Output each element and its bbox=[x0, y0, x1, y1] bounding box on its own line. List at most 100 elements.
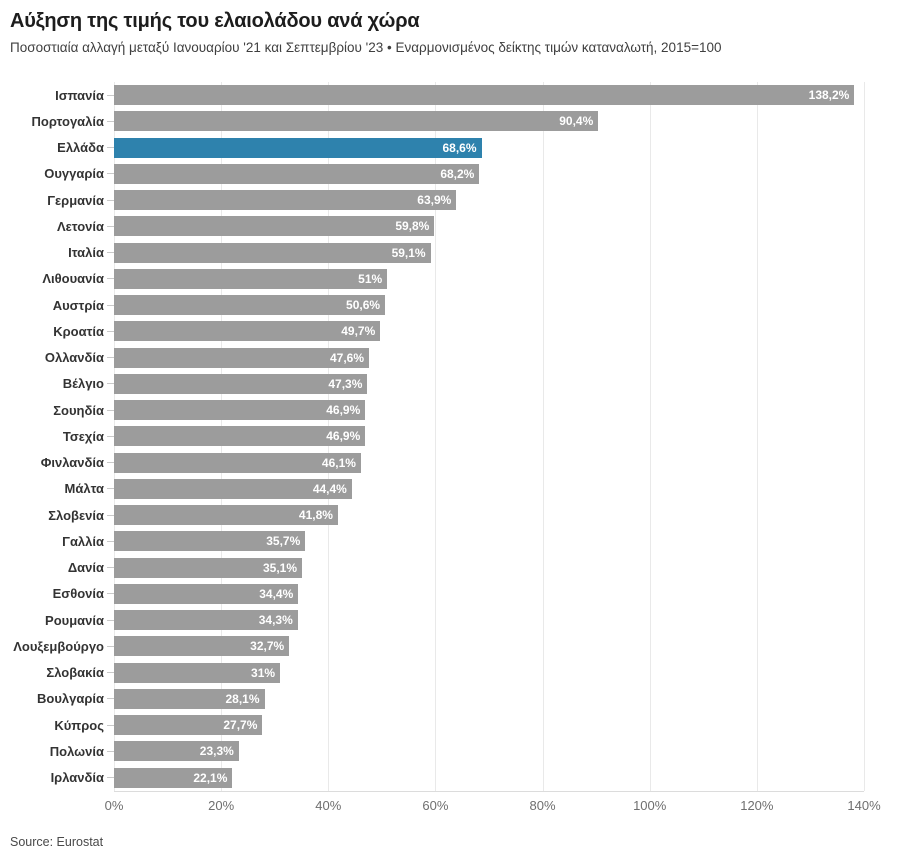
bar-value-label: 47,6% bbox=[329, 350, 364, 365]
category-label: Πολωνία bbox=[49, 743, 104, 759]
x-tick-label: 100% bbox=[633, 797, 667, 813]
tick-dash bbox=[106, 252, 114, 254]
bar-value-label: 22,1% bbox=[193, 770, 228, 785]
chart-title: Αύξηση της τιμής του ελαιολάδου ανά χώρα bbox=[10, 10, 420, 32]
category-label: Ρουμανία bbox=[45, 612, 104, 628]
bar-track: 41,8% bbox=[114, 505, 864, 526]
bar-row: Σλοβενία 41,8% bbox=[10, 502, 888, 528]
label-tick bbox=[106, 397, 114, 423]
tick-dash bbox=[106, 147, 114, 149]
bar-value-label: 32,7% bbox=[250, 639, 285, 654]
category-label: Λουξεμβούργο bbox=[13, 638, 104, 654]
bar: 34,4% bbox=[114, 583, 299, 604]
bar: 44,4% bbox=[114, 478, 352, 499]
bar-track: 46,1% bbox=[114, 452, 864, 473]
bar-value-label: 90,4% bbox=[559, 114, 594, 129]
bar-value-label: 46,1% bbox=[321, 455, 356, 470]
bar: 47,3% bbox=[114, 373, 368, 394]
tick-dash bbox=[106, 383, 114, 385]
label-tick bbox=[106, 660, 114, 686]
bar-track: 46,9% bbox=[114, 426, 864, 447]
category-label: Γερμανία bbox=[47, 192, 104, 208]
tick-dash bbox=[106, 724, 114, 726]
label-tick bbox=[106, 555, 114, 581]
label-tick bbox=[106, 686, 114, 712]
bar-value-label: 51% bbox=[358, 271, 383, 286]
tick-dash bbox=[106, 672, 114, 674]
tick-dash bbox=[106, 698, 114, 700]
tick-dash bbox=[106, 225, 114, 227]
bar-track: 49,7% bbox=[114, 321, 864, 342]
bar-track: 31% bbox=[114, 662, 864, 683]
tick-dash bbox=[106, 120, 114, 122]
bar-row: Πορτογαλία 90,4% bbox=[10, 108, 888, 134]
bar-rows: Ισπανία 138,2% Πορτογαλία 90,4% Ελλάδα 68,6% Ο… bbox=[10, 82, 888, 791]
bar-track: 23,3% bbox=[114, 741, 864, 762]
bar: 46,9% bbox=[114, 400, 366, 421]
bar-track: 27,7% bbox=[114, 715, 864, 736]
bar-value-label: 23,3% bbox=[199, 744, 234, 759]
tick-dash bbox=[106, 619, 114, 621]
bar-row: Κροατία 49,7% bbox=[10, 318, 888, 344]
bar-value-label: 63,9% bbox=[417, 193, 452, 208]
category-label: Αυστρία bbox=[52, 297, 104, 313]
label-tick bbox=[106, 528, 114, 554]
category-label: Ιταλία bbox=[68, 245, 104, 261]
bar-value-label: 41,8% bbox=[298, 508, 333, 523]
x-tick-label: 120% bbox=[740, 797, 774, 813]
bar-value-label: 27,7% bbox=[223, 718, 258, 733]
bar-row: Γερμανία 63,9% bbox=[10, 187, 888, 213]
label-tick bbox=[106, 82, 114, 108]
label-tick bbox=[106, 292, 114, 318]
bar-row: Βουλγαρία 28,1% bbox=[10, 686, 888, 712]
bar: 50,6% bbox=[114, 295, 386, 316]
category-label: Ελλάδα bbox=[57, 140, 104, 156]
bar-track: 22,1% bbox=[114, 767, 864, 788]
bar: 28,1% bbox=[114, 688, 265, 709]
tick-dash bbox=[106, 304, 114, 306]
bar: 51% bbox=[114, 268, 388, 289]
tick-dash bbox=[106, 645, 114, 647]
bar: 68,2% bbox=[114, 163, 480, 184]
bar: 63,9% bbox=[114, 190, 457, 211]
bar-track: 47,3% bbox=[114, 373, 864, 394]
tick-dash bbox=[106, 540, 114, 542]
label-tick bbox=[106, 476, 114, 502]
category-label: Γαλλία bbox=[62, 533, 104, 549]
category-label: Κροατία bbox=[53, 323, 104, 339]
bar-row: Σουηδία 46,9% bbox=[10, 397, 888, 423]
bar-value-label: 59,8% bbox=[395, 219, 430, 234]
bar-track: 32,7% bbox=[114, 636, 864, 657]
bar: 34,3% bbox=[114, 610, 298, 631]
category-label: Βέλγιο bbox=[62, 376, 104, 392]
bar: 46,1% bbox=[114, 452, 361, 473]
bar: 22,1% bbox=[114, 767, 233, 788]
bar-track: 68,6% bbox=[114, 137, 864, 158]
bar-value-label: 46,9% bbox=[326, 403, 361, 418]
x-axis-strip: 0% 20% 40% 60% 80% 100% 120% 140% bbox=[105, 790, 881, 819]
label-tick bbox=[106, 581, 114, 607]
bar-track: 47,6% bbox=[114, 347, 864, 368]
label-tick bbox=[106, 633, 114, 659]
label-tick bbox=[106, 213, 114, 239]
label-tick bbox=[106, 161, 114, 187]
tick-dash bbox=[106, 567, 114, 569]
bar-row: Ιταλία 59,1% bbox=[10, 240, 888, 266]
bar-track: 44,4% bbox=[114, 478, 864, 499]
bar: 49,7% bbox=[114, 321, 381, 342]
bar-row: Τσεχία 46,9% bbox=[10, 423, 888, 449]
x-tick-label: 20% bbox=[208, 797, 235, 813]
bar-row: Σλοβακία 31% bbox=[10, 660, 888, 686]
x-tick-label: 60% bbox=[422, 797, 449, 813]
bar: 27,7% bbox=[114, 715, 263, 736]
tick-dash bbox=[106, 409, 114, 411]
tick-dash bbox=[106, 173, 114, 175]
label-tick bbox=[106, 502, 114, 528]
label-tick bbox=[106, 266, 114, 292]
bar-value-label: 31% bbox=[251, 665, 276, 680]
x-tick-label: 80% bbox=[529, 797, 556, 813]
category-label: Σλοβενία bbox=[48, 507, 104, 523]
bar-track: 63,9% bbox=[114, 190, 864, 211]
bar-row: Δανία 35,1% bbox=[10, 555, 888, 581]
bar-row: Βέλγιο 47,3% bbox=[10, 371, 888, 397]
